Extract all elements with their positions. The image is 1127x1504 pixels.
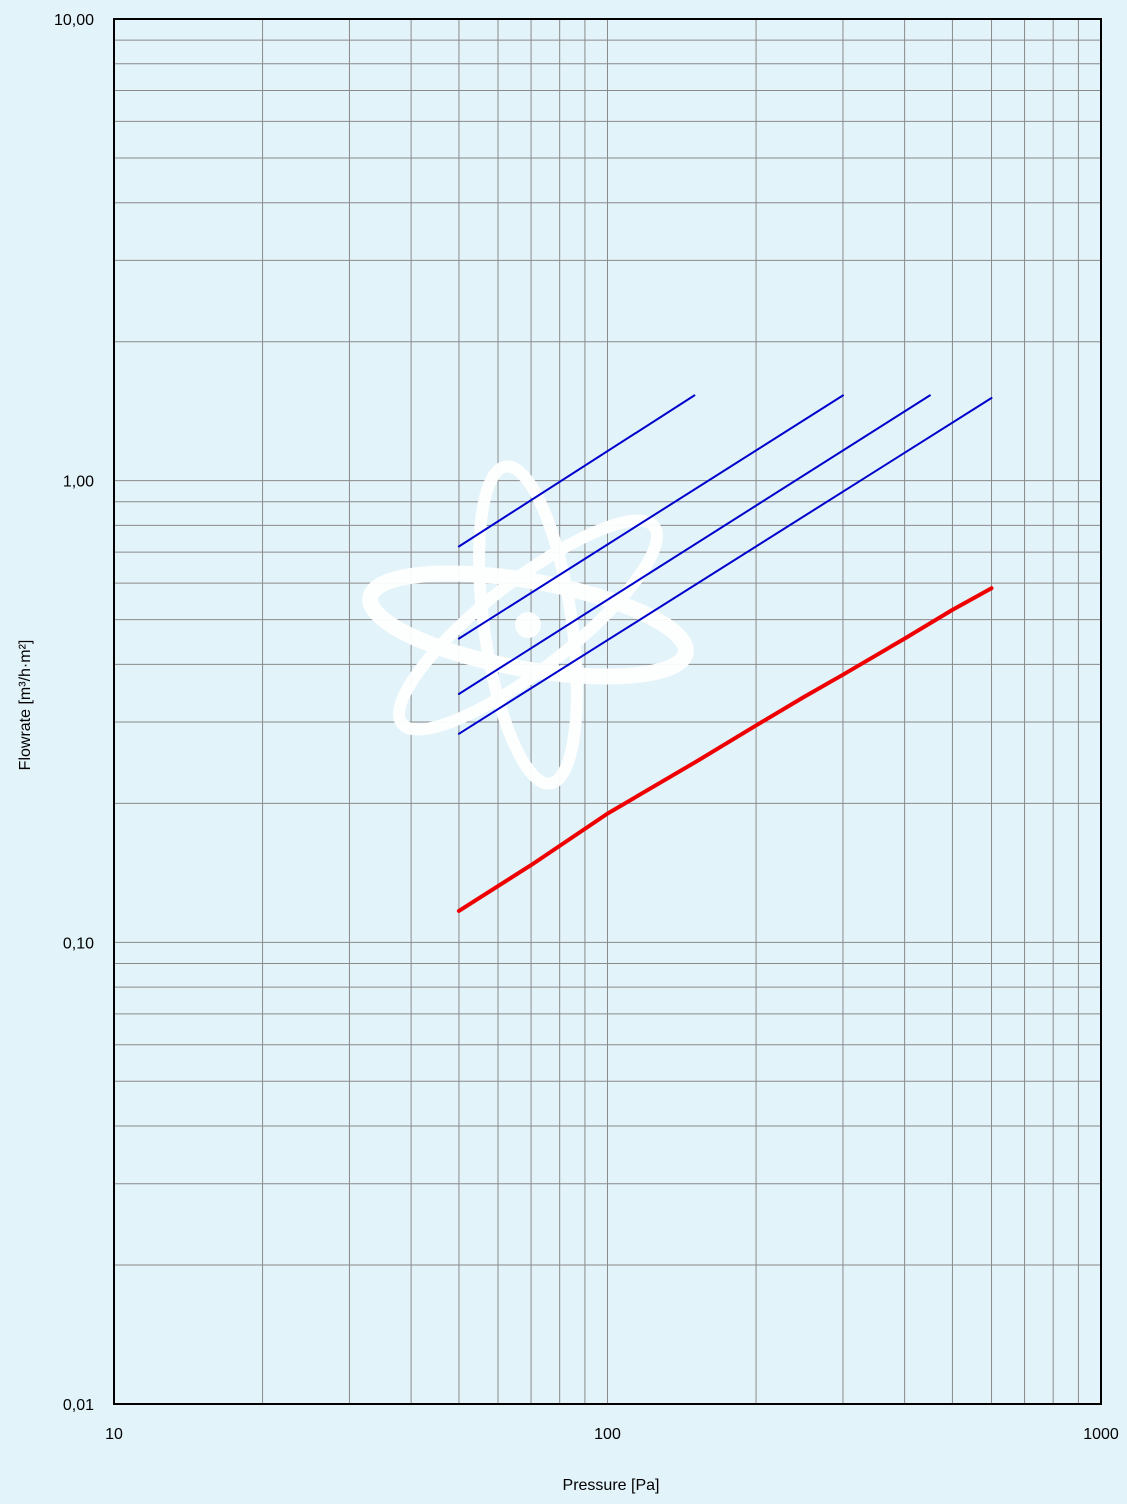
atom-icon [362,460,694,790]
plot-frame [113,18,1102,1405]
series-line-3 [457,394,931,695]
series-line-2 [457,394,844,640]
x-axis-title: Pressure [Pa] [563,1477,660,1494]
y-tick-labels: 0,01 0,10 1,00 10,00 [54,12,94,1414]
y-tick-label: 0,01 [63,1397,94,1414]
series-line-4 [457,397,993,735]
series-line-5 [456,586,994,913]
x-tick-label: 10 [105,1426,123,1443]
y-tick-label: 10,00 [54,12,94,29]
x-tick-label: 1000 [1083,1426,1119,1443]
x-tick-labels: 10 100 1000 [105,1426,1119,1443]
series-line-1 [457,394,696,548]
x-tick-label: 100 [594,1426,621,1443]
grid-lines [114,19,1101,1404]
y-axis-title: Flowrate [m³/h·m²] [17,640,34,771]
series-group [456,394,994,913]
y-tick-label: 0,10 [63,935,94,952]
y-tick-label: 1,00 [63,474,94,491]
